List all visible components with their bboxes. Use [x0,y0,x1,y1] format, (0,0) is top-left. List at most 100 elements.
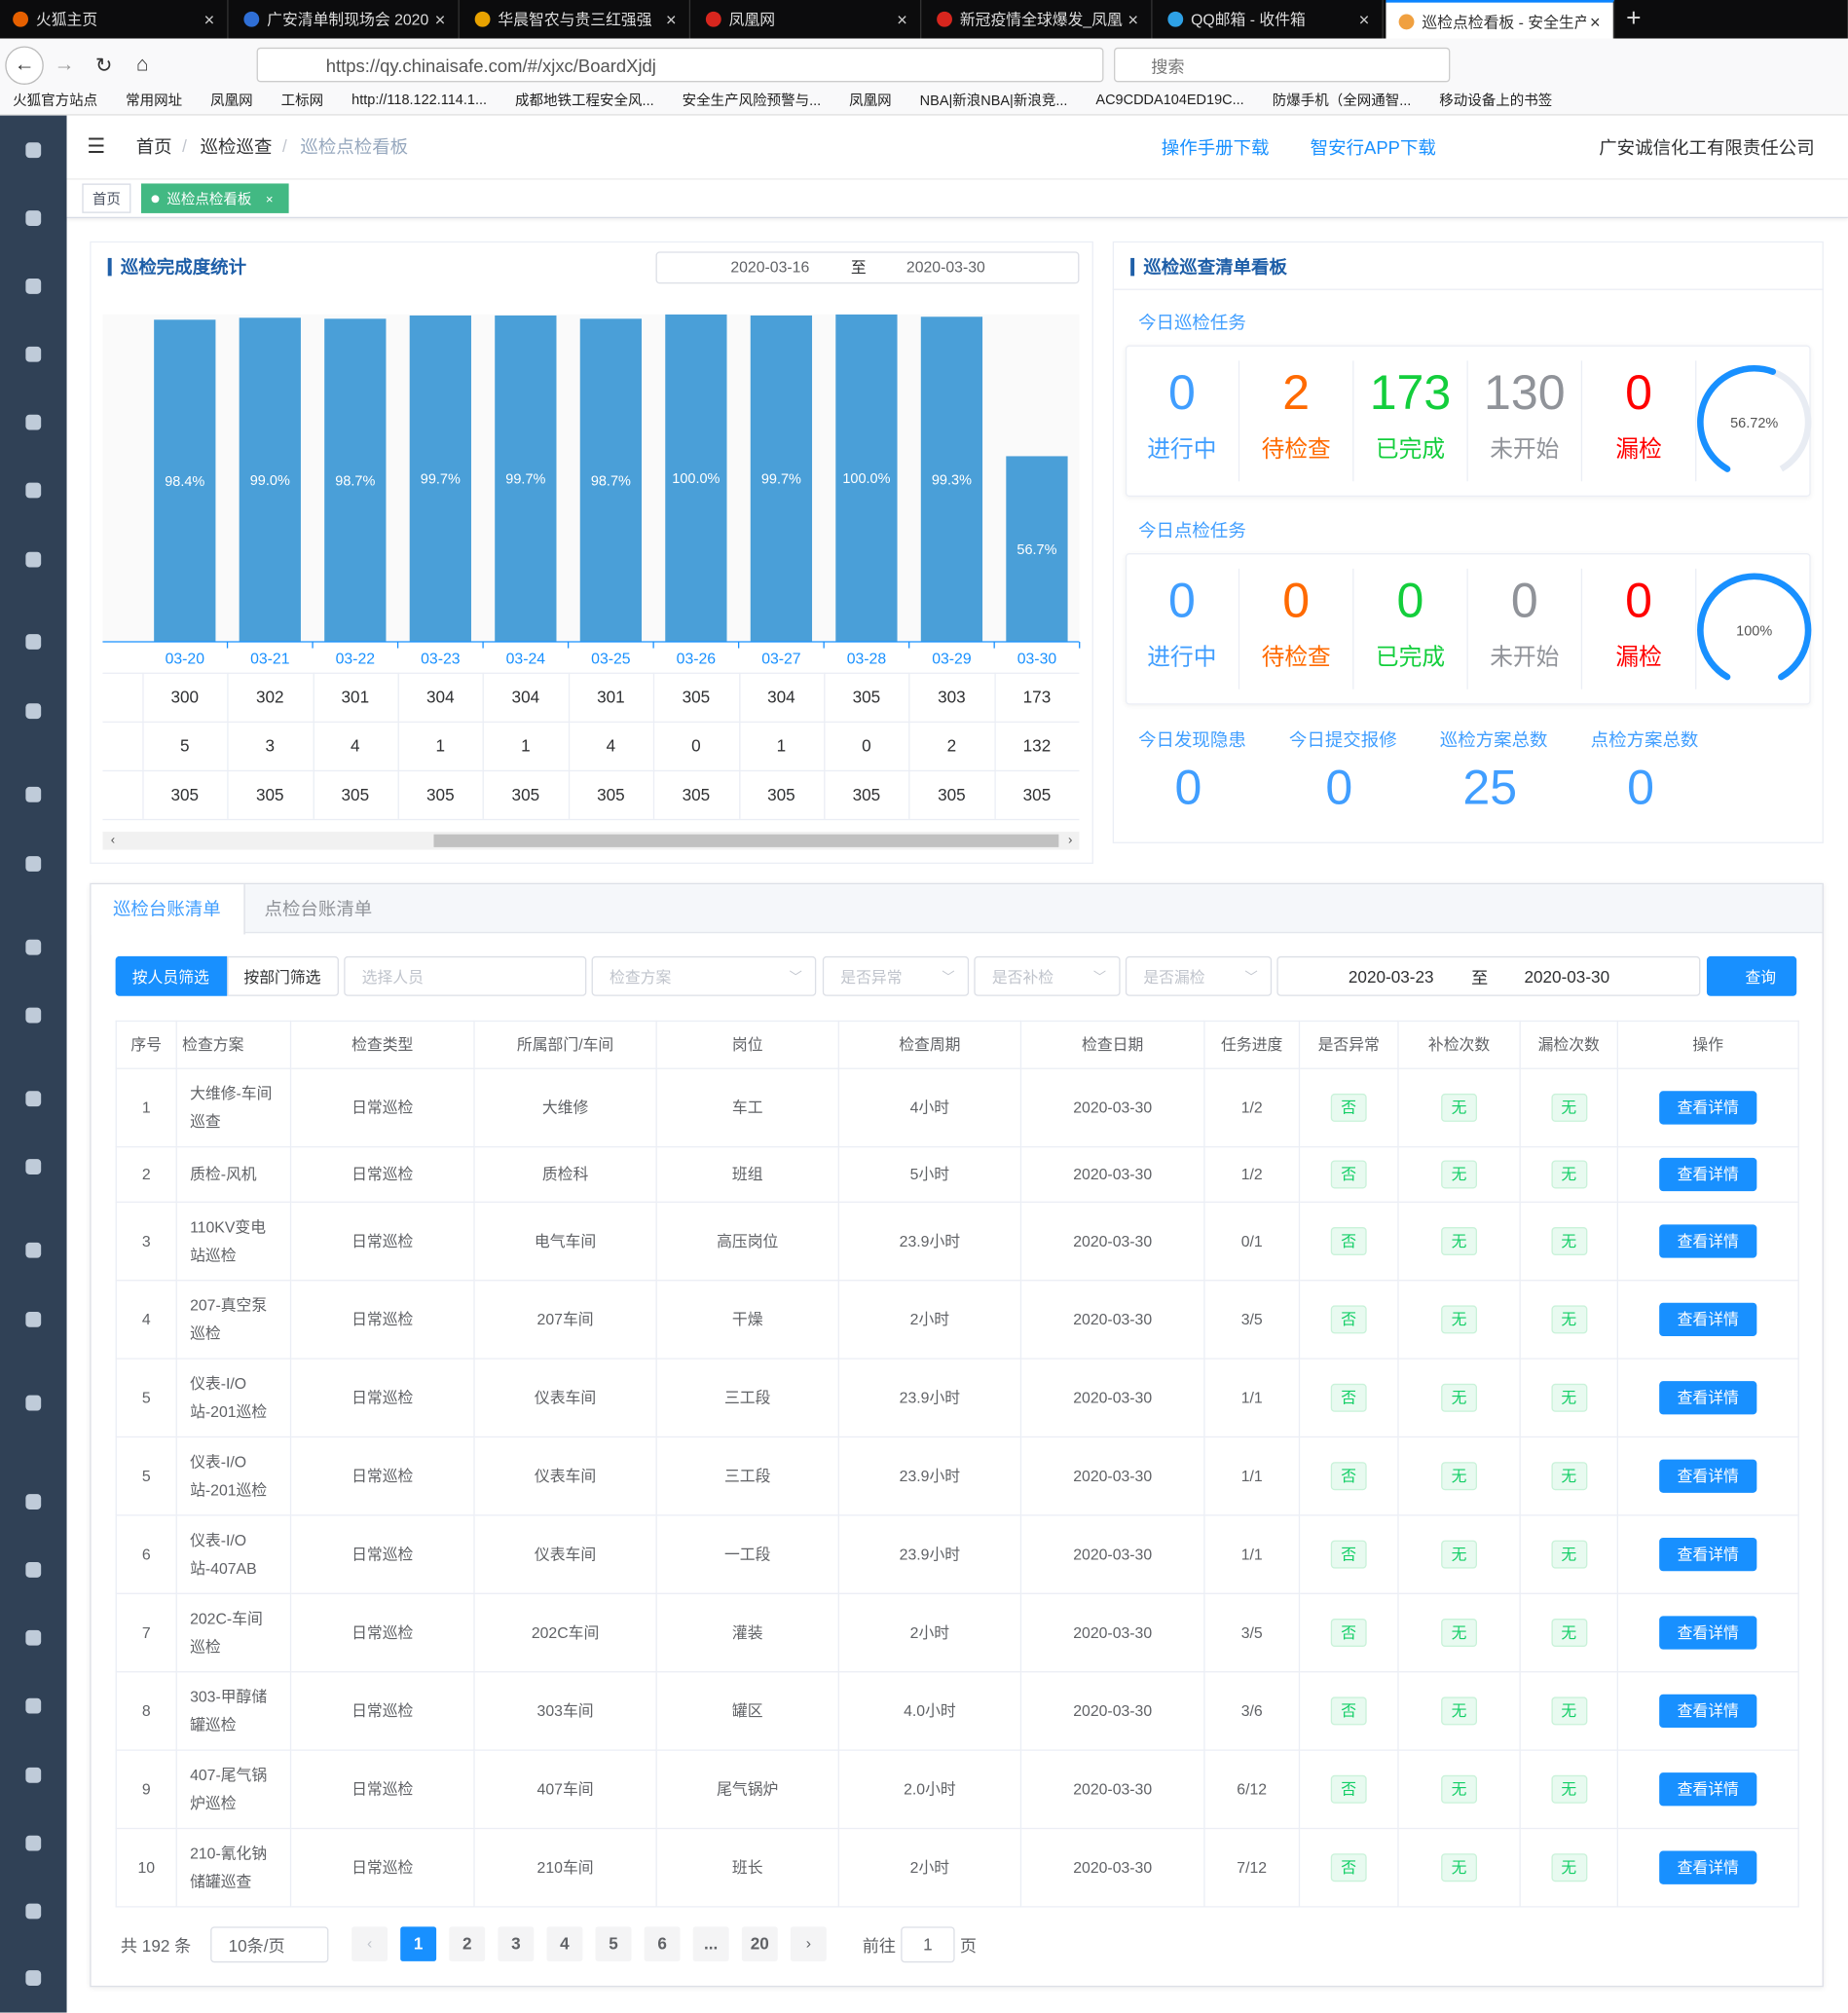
bookmark[interactable]: 安全生产风险预警与... [682,93,822,109]
detail-button[interactable]: 查看详情 [1659,1381,1757,1415]
bookmark[interactable]: AC9CDDA104ED19C... [1095,92,1244,108]
scroll-thumb[interactable] [433,834,1059,847]
filter-select[interactable] [344,955,587,996]
sidebar-icon[interactable] [25,210,42,226]
sidebar-icon[interactable] [25,482,42,499]
page-size[interactable] [210,1926,329,1963]
sidebar-icon[interactable] [25,856,42,872]
page-button[interactable] [741,1926,778,1961]
sidebar-icon[interactable] [25,279,42,294]
menu-toggle[interactable]: ☰ [87,135,106,159]
browser-tab[interactable]: 火狐主页 × [0,0,229,39]
sidebar-icon[interactable] [25,1903,42,1920]
sidebar-icon[interactable] [25,1311,42,1327]
sidebar-icon[interactable] [25,786,42,802]
bookmark[interactable]: 凤凰网 [210,93,253,109]
sidebar-icon[interactable] [25,1494,42,1510]
search-button[interactable] [1706,955,1797,996]
tab-close[interactable]: × [897,9,907,30]
browser-tab[interactable]: 华晨智农与贵三红强强 × [462,0,691,39]
sidebar-icon[interactable] [25,1835,42,1851]
detail-button[interactable]: 查看详情 [1659,1224,1757,1258]
sidebar-icon[interactable] [25,1242,42,1258]
bookmark[interactable]: 凤凰网 [849,93,892,109]
goto-input[interactable] [901,1926,955,1963]
sidebar-icon[interactable] [25,142,42,159]
sidebar-icon[interactable] [25,1767,42,1783]
date-range[interactable] [655,251,1080,284]
sidebar-icon[interactable] [25,1395,42,1411]
tab-active[interactable] [91,884,245,935]
detail-button[interactable]: 查看详情 [1659,1850,1757,1884]
ledger-tab[interactable]: 巡检台账清单 [112,898,221,919]
page-button[interactable] [400,1926,437,1961]
company-name[interactable]: 广安诚信化工有限责任公司 [1599,137,1815,159]
page-button[interactable] [498,1926,535,1961]
sidebar-icon[interactable] [25,551,42,568]
page-button[interactable] [449,1926,486,1961]
sidebar-icon[interactable] [25,346,42,362]
bookmark[interactable]: 成都地铁工程安全风... [515,93,654,109]
detail-button[interactable]: 查看详情 [1659,1091,1757,1125]
date-range[interactable] [1276,955,1701,996]
breadcrumb[interactable]: 巡检巡查 [200,135,273,157]
header-link[interactable]: 智安行APP下载 [1310,137,1436,159]
tag[interactable] [82,183,131,213]
page-button[interactable] [692,1926,729,1961]
tag-active[interactable] [140,183,289,213]
bookmark[interactable]: 防爆手机（全网通智... [1272,93,1412,109]
breadcrumb[interactable]: 首页 [135,135,172,157]
tab-close[interactable]: × [203,9,215,30]
sidebar-icon[interactable] [25,634,42,650]
page-button[interactable] [546,1926,583,1961]
new-tab[interactable]: + [1626,4,1642,33]
bookmark[interactable]: NBA|新浪NBA|新浪竞... [919,93,1068,109]
detail-button[interactable]: 查看详情 [1659,1616,1757,1650]
header-link[interactable]: 操作手册下载 [1161,137,1270,159]
search-box[interactable] [1114,47,1451,83]
detail-button[interactable]: 查看详情 [1659,1694,1757,1729]
sidebar-icon[interactable] [25,939,42,955]
browser-tab[interactable]: QQ邮箱 - 收件箱 × [1155,0,1384,39]
tab-close[interactable]: × [665,9,677,30]
detail-button[interactable]: 查看详情 [1659,1772,1757,1807]
tab-close[interactable]: × [1127,9,1139,30]
tab-close[interactable]: × [434,9,446,30]
page-next[interactable] [790,1926,827,1961]
page-button[interactable] [595,1926,632,1961]
detail-button[interactable]: 查看详情 [1659,1157,1757,1192]
url-box[interactable] [256,47,1104,83]
bookmark[interactable]: http://118.122.114.1... [351,92,488,108]
browser-tab[interactable]: 新冠疫情全球爆发_凤凰 × [923,0,1153,39]
tab-close[interactable]: × [1358,9,1370,30]
bookmark[interactable]: 移动设备上的书签 [1439,93,1553,109]
sidebar-icon[interactable] [25,1970,42,1986]
sidebar-icon[interactable] [25,1091,42,1107]
sidebar-icon[interactable] [25,414,42,430]
sidebar-icon[interactable] [25,1629,42,1646]
page-prev[interactable] [351,1926,388,1961]
bookmark[interactable]: 工标网 [280,93,324,109]
page-button[interactable] [644,1926,681,1961]
tab-close[interactable]: × [1589,11,1601,32]
detail-button[interactable]: 查看详情 [1659,1537,1757,1572]
sidebar-icon[interactable] [25,1159,42,1174]
detail-button[interactable]: 查看详情 [1659,1459,1757,1493]
filter-select[interactable] [1125,955,1273,996]
browser-tab[interactable]: 凤凰网 × [692,0,922,39]
filter-select[interactable] [591,955,817,996]
sidebar-icon[interactable] [25,1697,42,1714]
bookmark[interactable]: 火狐官方站点 [13,93,98,109]
filter-button[interactable] [115,955,228,996]
sidebar-icon[interactable] [25,1562,42,1578]
detail-button[interactable]: 查看详情 [1659,1302,1757,1337]
ledger-tab[interactable]: 点检台账清单 [264,898,373,919]
sidebar-icon[interactable] [25,1007,42,1024]
browser-tab[interactable]: 广安清单制现场会 2020 × [231,0,460,39]
tag-close[interactable]: × [265,193,274,207]
sidebar-icon[interactable] [25,703,42,720]
browser-tab[interactable]: 巡检点检看板 - 安全生产 × [1386,0,1615,39]
filter-select[interactable] [822,955,970,996]
bookmark[interactable]: 常用网址 [126,93,183,109]
back-button[interactable] [5,46,44,85]
